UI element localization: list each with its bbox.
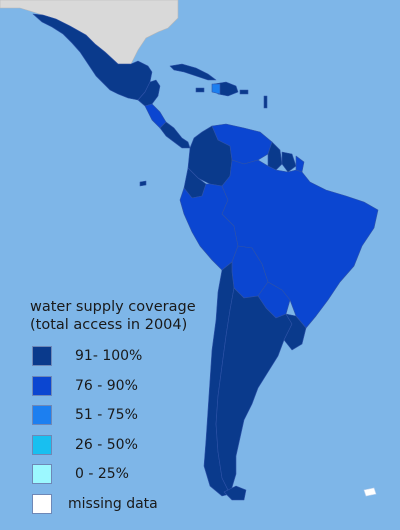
legend-item-76-90: 76 - 90% bbox=[30, 375, 290, 396]
legend-item-0-25: 0 - 25% bbox=[30, 464, 290, 484]
tierra-del-fuego bbox=[223, 485, 247, 501]
legend: water supply coverage (total access in 2… bbox=[30, 298, 290, 523]
haiti bbox=[211, 83, 221, 95]
puerto-rico bbox=[239, 89, 249, 95]
legend-item-91-100: 91- 100% bbox=[30, 346, 290, 366]
legend-swatch-76-90 bbox=[32, 375, 52, 396]
legend-label-0-25: 0 - 25% bbox=[75, 466, 129, 482]
legend-item-51-75: 51 - 75% bbox=[30, 405, 290, 425]
legend-swatch-0-25 bbox=[32, 464, 52, 484]
legend-swatch-26-50 bbox=[32, 434, 52, 455]
legend-label-26-50: 26 - 50% bbox=[75, 436, 138, 453]
legend-label-91-100: 91- 100% bbox=[75, 348, 143, 364]
small-island bbox=[263, 95, 268, 109]
legend-item-missing-data: missing data bbox=[30, 493, 290, 514]
suriname bbox=[281, 151, 297, 173]
cuba bbox=[169, 63, 217, 81]
legend-label-missing-data: missing data bbox=[68, 495, 158, 512]
jamaica bbox=[195, 87, 205, 93]
legend-label-51-75: 51 - 75% bbox=[75, 407, 138, 423]
legend-swatch-missing-data bbox=[32, 493, 52, 514]
french-guiana bbox=[295, 155, 305, 173]
legend-swatch-51-75 bbox=[32, 405, 52, 425]
central-america-south bbox=[159, 121, 191, 149]
uruguay bbox=[283, 313, 307, 351]
legend-subtitle: (total access in 2004) bbox=[30, 317, 188, 333]
falklands bbox=[363, 487, 377, 497]
legend-swatch-91-100 bbox=[32, 346, 52, 366]
venezuela bbox=[211, 123, 273, 165]
legend-title: water supply coverage bbox=[30, 299, 196, 315]
galapagos bbox=[139, 180, 147, 187]
argentina bbox=[215, 287, 293, 495]
central-america-mid bbox=[144, 103, 167, 129]
legend-label-76-90: 76 - 90% bbox=[75, 377, 138, 394]
legend-item-26-50: 26 - 50% bbox=[30, 434, 290, 455]
